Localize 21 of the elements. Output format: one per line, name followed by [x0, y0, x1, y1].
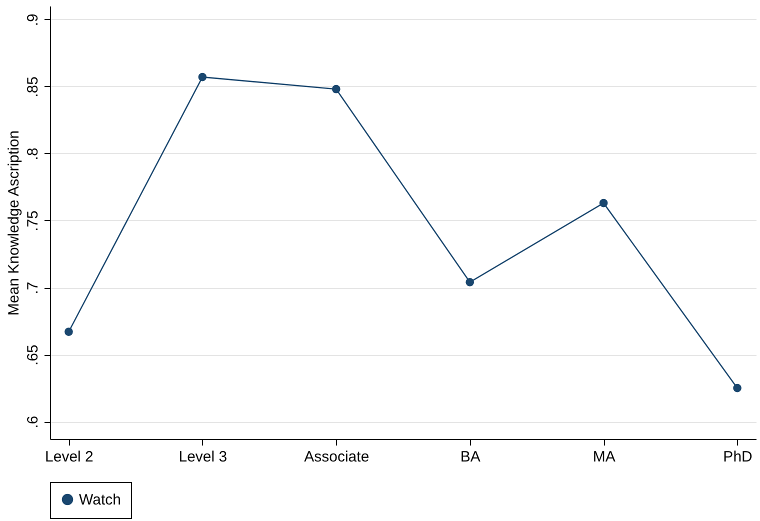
legend-label: Watch	[79, 492, 121, 508]
x-tick-label: Associate	[304, 448, 370, 466]
x-tick-label: Level 3	[178, 448, 228, 466]
y-tick-label: .6	[24, 416, 42, 428]
point	[599, 198, 608, 208]
point	[733, 384, 742, 392]
y-tick-label: .7	[24, 282, 42, 294]
y-tick-label: .9	[24, 14, 42, 26]
point	[198, 72, 207, 82]
y-tick-label: .65	[24, 344, 42, 366]
x-tick-label: MA	[592, 448, 616, 466]
point	[466, 278, 474, 286]
x-tick-label: PhD	[723, 448, 753, 466]
x-tick-label: BA	[460, 448, 480, 466]
point	[332, 84, 340, 94]
point	[64, 328, 73, 336]
y-tick-label: .75	[24, 210, 42, 232]
y-tick-label: .85	[24, 76, 42, 98]
x-tick-label: Level 2	[45, 448, 94, 466]
y-tick-label: .8	[24, 148, 42, 160]
y-axis-title: Mean Knowledge Ascription	[6, 130, 22, 316]
